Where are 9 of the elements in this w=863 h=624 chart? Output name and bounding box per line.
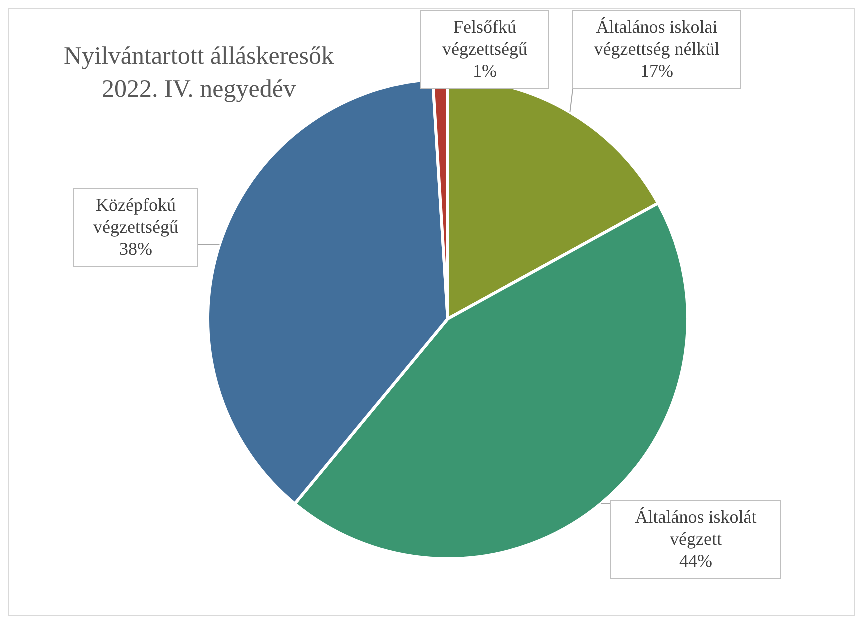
- data-label: 1%: [473, 61, 497, 81]
- data-label: 38%: [120, 239, 152, 259]
- slice-label: Általános iskolai végzettség nélkül: [594, 17, 720, 59]
- data-label: 44%: [680, 551, 712, 571]
- slice-label: Általános iskolát végzett: [635, 507, 757, 549]
- data-label: 17%: [640, 61, 674, 81]
- slice-label: Felsőfkú végzettségű: [442, 17, 528, 59]
- slice-label: Középfokú végzettségű: [94, 195, 178, 237]
- text: Nyilvántartott álláskeresők 2022. IV. negyedév: [64, 43, 335, 103]
